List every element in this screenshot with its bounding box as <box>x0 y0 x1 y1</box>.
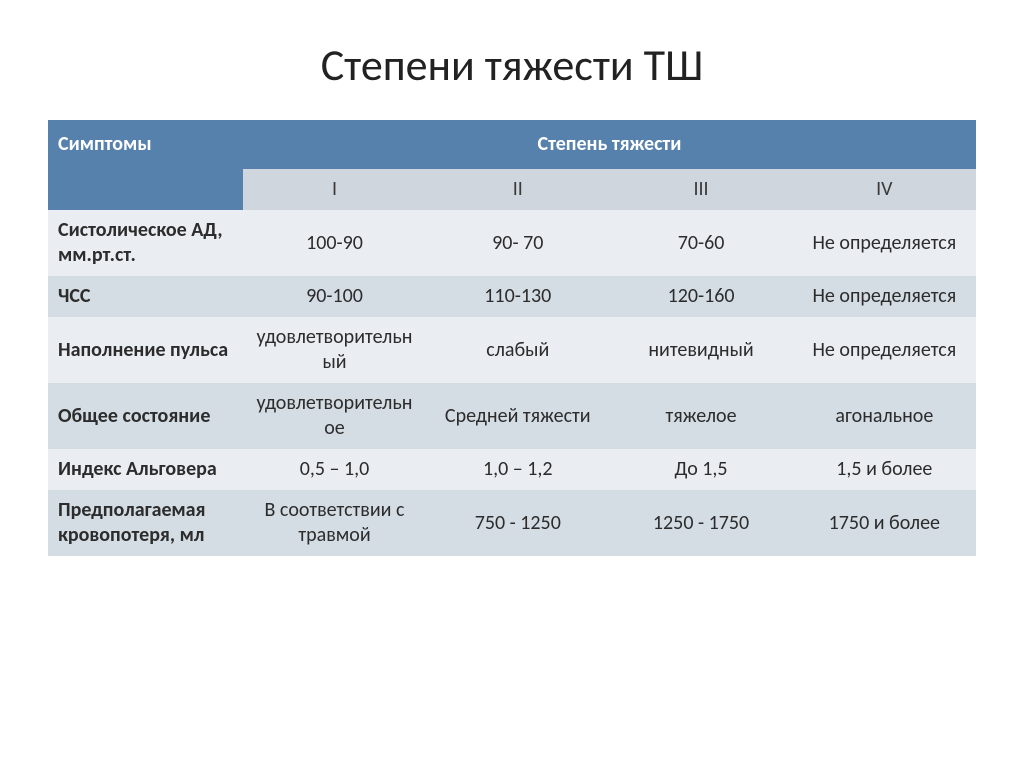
symptom-cell: ЧСС <box>48 276 243 317</box>
value-cell: 1,5 и более <box>793 449 976 490</box>
severity-table: Симптомы Степень тяжести I II III IV Сис… <box>48 120 976 556</box>
value-cell: Не определяется <box>793 276 976 317</box>
value-cell: слабый <box>426 317 609 383</box>
header-symptom: Симптомы <box>48 120 243 210</box>
value-cell: 750 - 1250 <box>426 490 609 556</box>
symptom-cell: Общее состояние <box>48 383 243 449</box>
value-cell: 0,5 – 1,0 <box>243 449 426 490</box>
value-cell: тяжелое <box>609 383 792 449</box>
value-cell: В соответствии с травмой <box>243 490 426 556</box>
header-severity: Степень тяжести <box>243 120 976 169</box>
slide: Степени тяжести ТШ Симптомы Степень тяже… <box>0 0 1024 767</box>
table-row: Наполнение пульса удовлетворительный сла… <box>48 317 976 383</box>
value-cell: Не определяется <box>793 210 976 276</box>
table-row: Систолическое АД, мм.рт.ст. 100-90 90- 7… <box>48 210 976 276</box>
header-degree-4: IV <box>793 169 976 210</box>
value-cell: Не определяется <box>793 317 976 383</box>
table-row: Индекс Альговера 0,5 – 1,0 1,0 – 1,2 До … <box>48 449 976 490</box>
table-row: Общее состояние удовлетворительное Средн… <box>48 383 976 449</box>
header-degree-1: I <box>243 169 426 210</box>
value-cell: 1,0 – 1,2 <box>426 449 609 490</box>
page-title: Степени тяжести ТШ <box>321 38 704 92</box>
value-cell: 100-90 <box>243 210 426 276</box>
header-degree-2: II <box>426 169 609 210</box>
value-cell: 120-160 <box>609 276 792 317</box>
value-cell: 1750 и более <box>793 490 976 556</box>
value-cell: агональное <box>793 383 976 449</box>
header-degree-3: III <box>609 169 792 210</box>
value-cell: 70-60 <box>609 210 792 276</box>
symptom-cell: Систолическое АД, мм.рт.ст. <box>48 210 243 276</box>
value-cell: До 1,5 <box>609 449 792 490</box>
value-cell: 90- 70 <box>426 210 609 276</box>
value-cell: нитевидный <box>609 317 792 383</box>
value-cell: 90-100 <box>243 276 426 317</box>
symptom-cell: Предполагаемая кровопотеря, мл <box>48 490 243 556</box>
value-cell: 110-130 <box>426 276 609 317</box>
value-cell: удовлетворительный <box>243 317 426 383</box>
value-cell: удовлетворительное <box>243 383 426 449</box>
value-cell: 1250 - 1750 <box>609 490 792 556</box>
symptom-cell: Наполнение пульса <box>48 317 243 383</box>
symptom-cell: Индекс Альговера <box>48 449 243 490</box>
table-row: Предполагаемая кровопотеря, мл В соответ… <box>48 490 976 556</box>
table-row: ЧСС 90-100 110-130 120-160 Не определяет… <box>48 276 976 317</box>
value-cell: Средней тяжести <box>426 383 609 449</box>
